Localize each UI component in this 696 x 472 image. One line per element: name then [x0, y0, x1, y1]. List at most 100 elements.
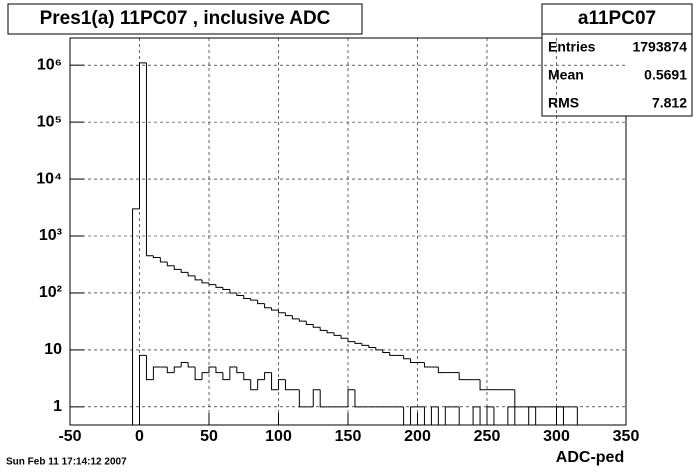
histogram-bin — [444, 406, 453, 425]
histogram-bin — [437, 367, 446, 374]
histogram-bin — [389, 352, 397, 356]
histogram-bin — [194, 275, 203, 281]
stats-label: RMS — [548, 95, 579, 111]
histogram-bin — [284, 312, 293, 317]
histogram-bin — [403, 406, 411, 426]
histogram-bin — [403, 355, 411, 360]
histogram-bin — [556, 406, 564, 425]
y-tick-label: 10³ — [39, 227, 62, 244]
histogram-bin — [139, 354, 147, 425]
histogram-bin — [215, 367, 223, 374]
histogram-bin — [375, 347, 383, 351]
histogram-bin — [264, 303, 272, 309]
y-tick-label: 10⁴ — [36, 170, 62, 187]
histogram-bin — [215, 284, 223, 288]
chart-title: Pres1(a) 11PC07 , inclusive ADC — [40, 8, 331, 29]
histogram-bin — [236, 367, 244, 374]
histogram-bin — [486, 406, 494, 425]
title-box — [7, 3, 363, 35]
histogram-bin — [194, 367, 203, 381]
histogram-bin — [354, 341, 362, 344]
histogram-bin — [319, 327, 328, 331]
x-tick-label: 100 — [265, 428, 292, 445]
histogram-bin — [257, 379, 265, 390]
histogram-bin — [340, 335, 348, 339]
histogram-bin — [284, 379, 293, 391]
histogram-bin — [278, 310, 286, 314]
histogram-bin — [166, 367, 175, 374]
histogram-bin — [180, 362, 189, 368]
histogram-bin — [479, 379, 487, 391]
histogram-bin — [472, 406, 481, 425]
histogram-bin — [423, 362, 432, 368]
histogram-bin — [354, 389, 362, 408]
stats-label: Entries — [548, 39, 596, 55]
histogram-bin — [271, 372, 279, 391]
histogram-bin — [298, 318, 307, 322]
histogram-bin — [250, 298, 258, 301]
y-tick-label: 10 — [44, 341, 62, 358]
timestamp: Sun Feb 11 17:14:12 2007 — [6, 457, 127, 468]
histogram-bin — [361, 343, 369, 346]
stats-label: Mean — [548, 67, 584, 83]
histogram-bin — [576, 406, 585, 426]
stats-box: a11PC07 Entries 1793874 Mean 0.5691 RMS 7.812 — [541, 3, 693, 117]
histogram-bin — [264, 372, 272, 380]
y-tick-label: 10⁶ — [37, 56, 62, 73]
histogram-bin — [458, 406, 467, 426]
x-tick-label: 350 — [613, 428, 640, 445]
histogram-bin — [333, 332, 342, 336]
histogram-bin — [493, 406, 501, 426]
x-tick-label: 50 — [200, 428, 218, 445]
histogram-bin — [145, 355, 154, 381]
histogram-bin — [326, 330, 335, 334]
histogram-bin — [410, 406, 418, 425]
histogram-bin — [236, 292, 244, 297]
histogram-bin — [257, 300, 265, 305]
histogram-bin — [305, 321, 314, 325]
histogram-bin — [312, 324, 321, 328]
x-tick-label: 0 — [135, 428, 144, 445]
histogram-bin — [514, 406, 522, 426]
histogram-bin — [243, 372, 251, 381]
histogram-bin — [173, 265, 182, 270]
stats-frame — [541, 3, 693, 117]
histogram-bin — [187, 272, 196, 277]
histogram-bin — [187, 362, 196, 368]
stats-value: 7.812 — [652, 95, 687, 111]
histogram-bin — [382, 349, 390, 354]
histogram-bin — [208, 282, 216, 286]
x-axis-label: ADC-ped — [556, 449, 624, 466]
stats-value: 1793874 — [632, 39, 687, 55]
x-tick-label: 200 — [404, 428, 431, 445]
y-tick-label: 10² — [39, 284, 62, 301]
histogram-bin — [201, 279, 209, 284]
histogram-bin — [278, 379, 286, 390]
histogram-bin — [173, 366, 182, 373]
histogram-bin — [271, 307, 279, 311]
histogram-bin — [139, 62, 147, 209]
x-tick-label: 150 — [335, 428, 362, 445]
histogram-bin — [132, 208, 140, 425]
histogram-bin — [159, 257, 168, 263]
histogram-bin — [152, 255, 161, 258]
histogram-bin — [514, 389, 522, 408]
histogram-bin — [507, 406, 515, 425]
x-tick-label: 300 — [543, 428, 570, 445]
histogram-bin — [368, 345, 376, 349]
histogram-bin — [347, 389, 355, 407]
histogram-bin — [347, 338, 355, 343]
histogram-bin — [479, 406, 487, 426]
histogram-bin — [222, 287, 230, 290]
x-tick-label: -50 — [58, 428, 81, 445]
histogram-bin — [458, 372, 467, 381]
histogram-bin — [291, 315, 300, 320]
histogram-bin — [208, 366, 216, 373]
histogram-bin — [152, 366, 161, 380]
histogram-bin — [312, 389, 321, 407]
histogram-bin — [528, 406, 536, 425]
histogram-bin — [319, 389, 328, 408]
histogram-bin — [229, 366, 237, 380]
histogram-bin — [298, 389, 307, 408]
